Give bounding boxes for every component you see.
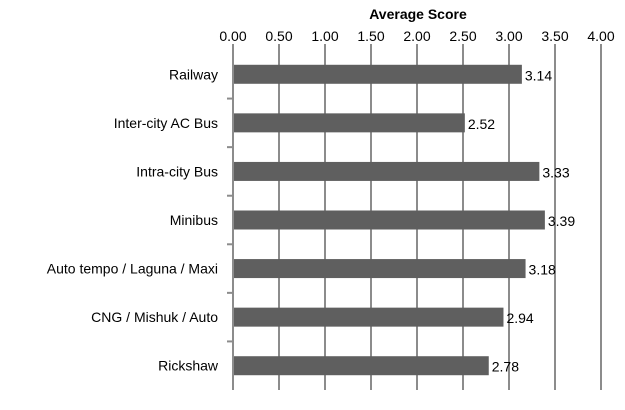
bars [233,64,545,376]
x-tick-label: 3.00 [495,28,522,44]
bar [233,356,489,376]
category-label: Minibus [170,212,218,228]
category-labels: Railway Inter-city AC Bus Intra-city Bus Mi… [47,66,233,374]
x-tick-label: 4.00 [587,28,614,44]
category-label: Rickshaw [158,358,219,374]
x-tick-label: 0.00 [219,28,246,44]
data-label: 3.14 [525,67,552,83]
category-label: Intra-city Bus [136,163,218,179]
x-axis-ticks: 0.00 0.50 1.00 1.50 2.00 2.50 3.00 3.50 4.00 [219,28,615,50]
x-tick-label: 0.50 [265,28,292,44]
data-labels: 3.14 2.52 3.33 3.39 3.18 2.94 2.78 [468,67,576,374]
data-label: 3.33 [542,164,569,180]
x-axis-title: Average Score [369,6,467,22]
category-label: Auto tempo / Laguna / Maxi [47,261,218,277]
data-label: 3.18 [529,262,556,278]
category-label: Inter-city AC Bus [114,115,218,131]
x-tick-label: 1.00 [311,28,338,44]
data-label: 3.39 [548,213,575,229]
category-label: Railway [169,66,218,82]
bar [233,259,526,279]
x-tick-label: 2.00 [403,28,430,44]
category-label: CNG / Mishuk / Auto [91,309,218,325]
bar [233,113,465,133]
x-tick-label: 3.50 [541,28,568,44]
data-label: 2.94 [506,310,533,326]
x-tick-label: 1.50 [357,28,384,44]
x-tick-label: 2.50 [449,28,476,44]
data-label: 2.52 [468,116,495,132]
bar [233,210,545,230]
bar [233,161,540,181]
data-label: 2.78 [492,359,519,375]
bar [233,64,522,84]
bar [233,307,504,327]
